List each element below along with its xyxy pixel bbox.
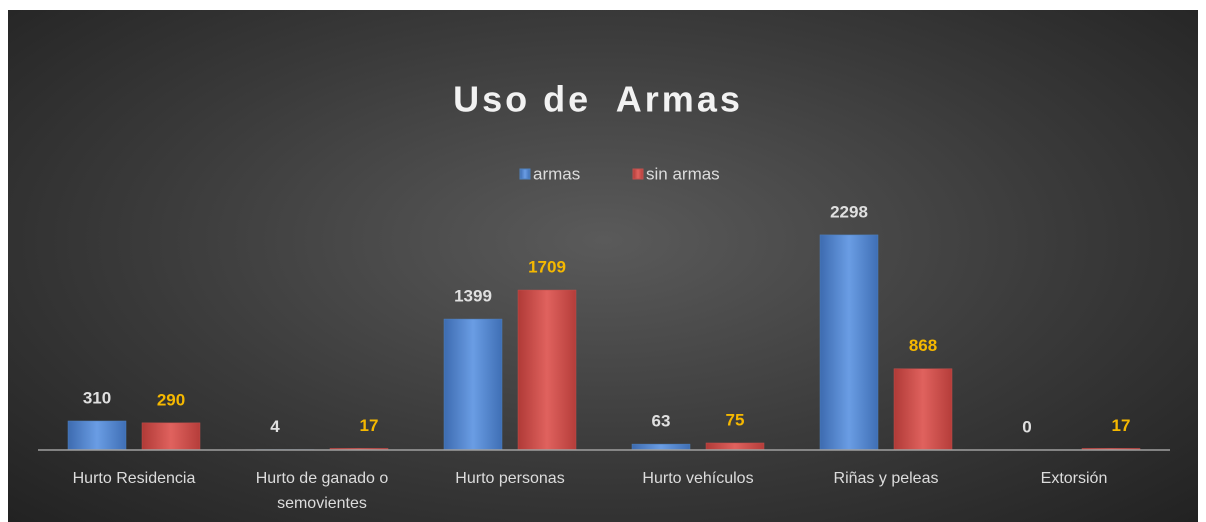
bar xyxy=(443,318,503,451)
data-label: 17 xyxy=(1112,416,1131,435)
bar xyxy=(631,443,691,451)
bar xyxy=(705,442,765,451)
bar xyxy=(517,289,577,451)
data-label: 0 xyxy=(1022,417,1031,436)
data-label: 4 xyxy=(270,417,280,436)
bar xyxy=(67,420,127,451)
chart-background xyxy=(8,10,1198,522)
bar xyxy=(141,422,201,451)
data-label: 1709 xyxy=(528,258,566,277)
data-label: 17 xyxy=(360,416,379,435)
data-label: 290 xyxy=(157,390,185,409)
data-label: 868 xyxy=(909,336,937,355)
x-tick-label: Hurto Residencia xyxy=(72,470,196,487)
x-tick-label: Hurto de ganado o semovientes xyxy=(255,470,389,512)
legend-label: sin armas xyxy=(646,164,720,183)
legend-marker xyxy=(519,168,531,180)
x-tick-label: Riñas y peleas xyxy=(833,470,939,487)
bar xyxy=(893,368,953,451)
data-label: 2298 xyxy=(830,202,868,221)
x-tick-label: Hurto vehículos xyxy=(642,470,754,487)
data-label: 1399 xyxy=(454,287,492,306)
data-label: 63 xyxy=(652,412,671,431)
x-tick-label: Extorsión xyxy=(1040,470,1108,487)
data-label: 310 xyxy=(83,388,111,407)
legend-label: armas xyxy=(533,164,580,183)
data-label: 75 xyxy=(726,410,745,429)
chart-title: Uso de Armas xyxy=(453,79,743,120)
legend-marker xyxy=(632,168,644,180)
bar xyxy=(819,234,879,451)
x-tick-label: Hurto personas xyxy=(455,470,565,487)
